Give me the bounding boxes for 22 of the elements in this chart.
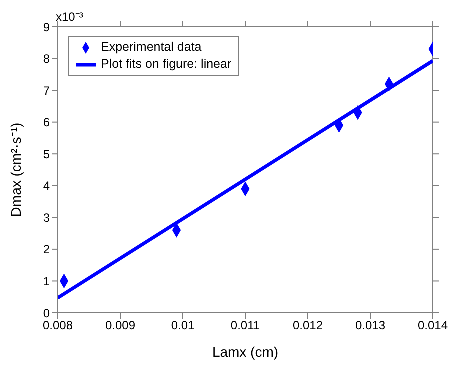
y-tick-label: 7 [43,84,50,98]
y-tick-label: 8 [43,52,50,66]
y-tick-label: 0 [43,306,50,320]
y-tick-label: 1 [43,274,50,288]
legend-label: Experimental data [101,39,202,56]
legend-label: Plot fits on figure: linear [101,56,232,73]
y-tick-label: 6 [43,116,50,130]
x-tick-label: 0.008 [42,318,74,333]
text: x10⁻³ [56,9,84,25]
x-tick-label: 0.009 [105,318,136,333]
x-tick-label: 0.012 [292,318,324,333]
x-axis-title: Lamx (cm) [212,344,279,360]
x-tick-label: 0.014 [418,318,448,333]
y-tick-label: 4 [43,179,50,194]
x-tick-label: 0.013 [355,318,386,333]
y-tick-label: 2 [43,242,50,257]
y-tick-label: 9 [43,20,50,34]
x-tick-label: 0.011 [230,318,260,333]
x-tick-label: 0.01 [171,318,195,333]
y-tick-label: 3 [43,210,50,225]
y-axis-title: Dmax (cm²·s⁻¹) [8,122,24,218]
y-tick-label: 5 [43,147,50,162]
